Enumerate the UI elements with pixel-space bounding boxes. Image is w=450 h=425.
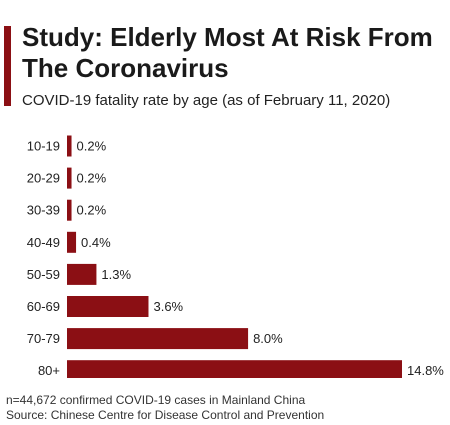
bar [67, 296, 149, 317]
value-label: 0.4% [81, 235, 111, 250]
bar [67, 231, 77, 253]
value-label: 0.2% [77, 171, 107, 186]
value-label: 0.2% [77, 203, 107, 218]
category-label: 60-69 [27, 299, 60, 314]
sample-note: n=44,672 confirmed COVID-19 cases in Mai… [6, 393, 306, 407]
category-label: 40-49 [27, 235, 60, 250]
value-label: 14.8% [407, 363, 444, 378]
category-label: 10-19 [27, 139, 60, 154]
bar [67, 199, 72, 221]
chart-title: Study: Elderly Most At Risk From The Cor… [22, 22, 433, 83]
category-label: 70-79 [27, 331, 60, 346]
title-accent-bar [4, 26, 11, 106]
footnote: n=44,672 confirmed COVID-19 cases in Mai… [6, 393, 324, 423]
value-label: 3.6% [153, 299, 183, 314]
bar [67, 328, 249, 350]
bar [67, 360, 402, 378]
bar [67, 135, 72, 157]
category-label: 20-29 [27, 171, 60, 186]
category-label: 30-39 [27, 203, 60, 218]
source-note: Source: Chinese Centre for Disease Contr… [6, 408, 325, 422]
bar [67, 263, 97, 285]
value-label: 1.3% [101, 267, 131, 282]
value-label: 8.0% [253, 331, 283, 346]
category-label: 80+ [38, 363, 60, 378]
category-label: 50-59 [27, 267, 60, 282]
chart-subtitle: COVID-19 fatality rate by age (as of Feb… [22, 92, 391, 109]
value-label: 0.2% [77, 139, 107, 154]
bar [67, 167, 72, 189]
bar-chart: 10-19 0.2% 20-29 0.2% 30-39 0.2% 40-49 0.4% 50-5… [27, 135, 444, 378]
